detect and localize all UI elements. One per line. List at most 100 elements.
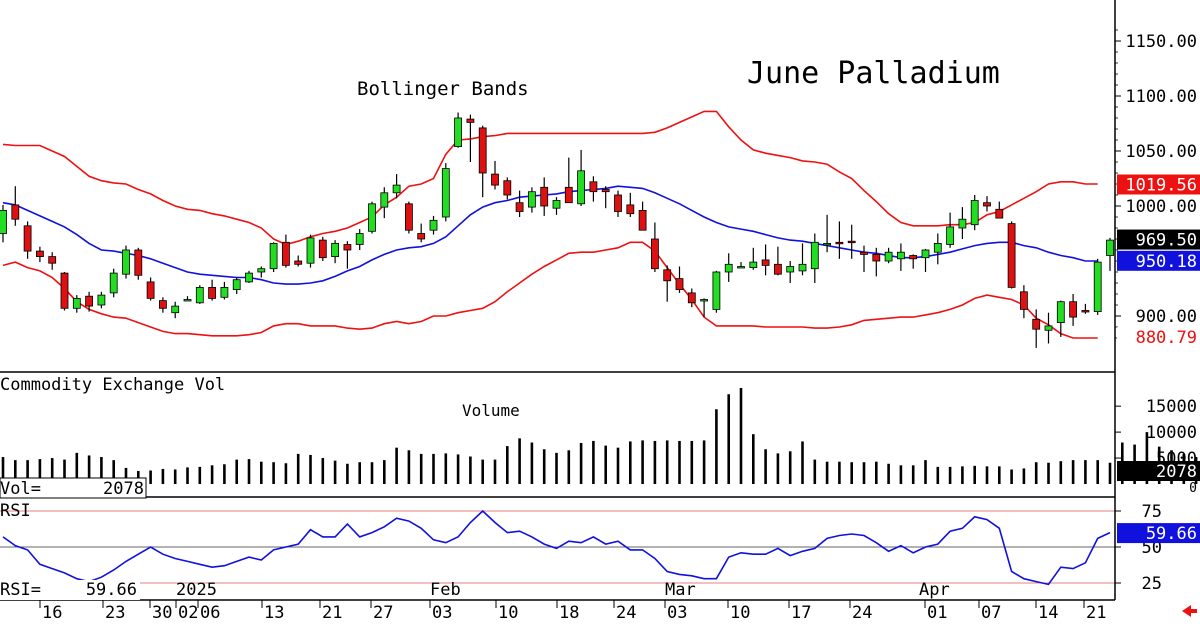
candle-body [958, 218, 967, 229]
candle-body [97, 294, 106, 306]
candle [638, 201, 647, 231]
candle [921, 248, 930, 272]
candle-body [638, 209, 647, 231]
candle [245, 270, 253, 283]
month-label: Apr [919, 580, 950, 600]
candle-body [847, 240, 856, 244]
x-tick-label: 13 [264, 603, 284, 623]
candle-body [36, 250, 44, 258]
x-tick-label: 30 [152, 603, 172, 623]
candle-body [109, 272, 118, 294]
candle [232, 277, 241, 294]
price-badge-text: 880.79 [1136, 328, 1197, 348]
candle [823, 214, 831, 253]
x-tick-label: 07 [981, 603, 1001, 623]
candle-body [528, 191, 536, 208]
candle-body [515, 202, 524, 212]
rsi-badge-text: 59.66 [1146, 524, 1197, 544]
candle [0, 204, 7, 243]
candle-body [564, 186, 573, 204]
candle [60, 272, 69, 311]
candle-body [146, 281, 155, 299]
candle-body [970, 200, 979, 226]
candle [552, 197, 561, 215]
candle [1032, 309, 1041, 348]
candle [441, 163, 450, 222]
candle [700, 298, 708, 318]
candle-body [601, 189, 610, 193]
candle [872, 247, 881, 277]
price-tick-label: 1000.00 [1125, 197, 1197, 217]
candle [23, 221, 32, 259]
chart-title: June Palladium [747, 56, 1000, 91]
candle-body [552, 200, 561, 209]
month-label: Feb [430, 580, 461, 600]
candle-body [909, 255, 918, 260]
year-label: 2025 [176, 580, 217, 600]
candle [860, 245, 868, 272]
rsi-readout-box [0, 580, 140, 600]
candle [835, 221, 844, 259]
volume-tick-label: 0 [1189, 481, 1197, 496]
candle-body [318, 239, 327, 259]
candle [761, 244, 770, 276]
x-tick-label: 03 [432, 603, 452, 623]
candle-body [749, 261, 758, 269]
candle [884, 247, 893, 264]
price-badge-lower-band: 880.79 [1117, 327, 1200, 348]
candle-body [281, 241, 290, 266]
candle [281, 234, 290, 268]
candle-body [269, 242, 278, 270]
candle-body [946, 226, 954, 245]
candle-body [589, 181, 598, 193]
candle-body [995, 208, 1004, 219]
candle [294, 255, 303, 267]
candle-body [60, 272, 69, 309]
candle [774, 246, 782, 276]
candle [589, 176, 598, 202]
candle-body [798, 263, 807, 272]
candle [343, 241, 352, 269]
candle [540, 177, 549, 216]
scroll-left-arrow-icon [1182, 605, 1197, 617]
volume-tick-label: 10000 [1146, 423, 1197, 443]
candle [466, 114, 475, 162]
candle [380, 187, 389, 219]
volume-panel-label: Commodity Exchange Vol [0, 375, 225, 395]
x-tick-label: 02 [178, 603, 198, 623]
candle [651, 222, 659, 272]
candle [404, 201, 413, 234]
candle-body [158, 300, 167, 309]
candle [368, 201, 376, 234]
candle-body [884, 251, 893, 262]
candle [1020, 285, 1028, 319]
candle-body [614, 194, 622, 212]
candle-body [0, 209, 7, 234]
candle [122, 245, 130, 279]
rsi-tick-label: 25 [1142, 574, 1162, 594]
candle [897, 243, 905, 271]
x-tick-label: 16 [42, 603, 62, 623]
candle [11, 186, 20, 226]
x-tick-label: 24 [616, 603, 636, 623]
candle-body [72, 297, 81, 309]
candle-body [983, 202, 991, 207]
candle [1093, 258, 1102, 315]
candle-body [85, 295, 93, 307]
candle-body [651, 238, 659, 270]
candle [663, 265, 672, 302]
candle-body [700, 299, 708, 302]
candle-body [675, 278, 684, 291]
volume-annotation: Volume [462, 401, 520, 420]
candle [983, 196, 991, 212]
candle [798, 243, 807, 276]
candle [1106, 237, 1114, 271]
candle [478, 125, 487, 198]
candle-body [171, 305, 180, 314]
rsi-readout-value: 59.66 [86, 580, 137, 600]
candle-body [786, 266, 795, 273]
candle-body [454, 117, 463, 148]
candle [392, 174, 401, 199]
x-tick-label: 01 [927, 603, 947, 623]
rsi-badge-bg [1117, 523, 1200, 544]
